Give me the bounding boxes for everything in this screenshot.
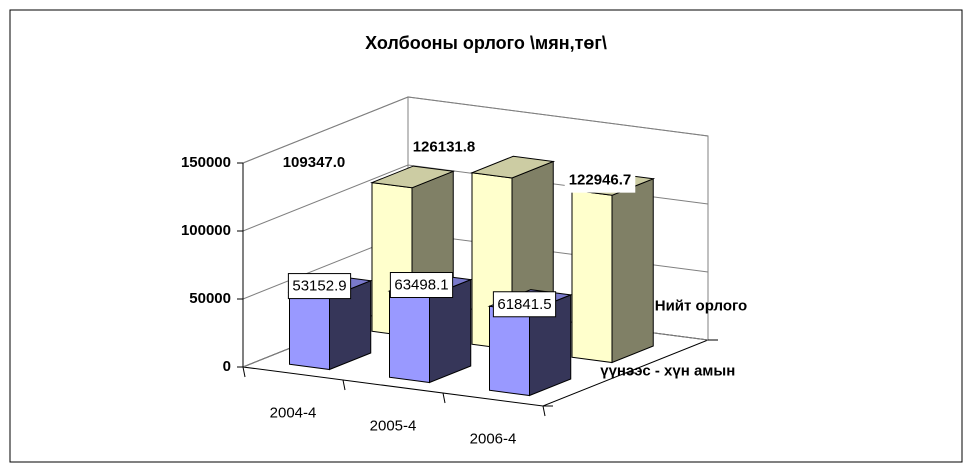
x-tick-label: 2005-4 [370, 417, 417, 434]
y-tick-label: 50000 [189, 290, 231, 307]
x-tick [442, 392, 446, 404]
bar-top [470, 155, 556, 179]
bar-front [489, 305, 530, 397]
data-label-box [492, 291, 557, 318]
data-label-box [564, 167, 636, 193]
data-label: 126131.8 [413, 138, 476, 155]
bar-front [389, 290, 430, 384]
x-tick [342, 379, 346, 391]
data-label-box [287, 273, 352, 300]
y-tick-label: 0 [223, 358, 231, 375]
y-tick-label: 150000 [181, 154, 231, 171]
x-tick-label: 2004-4 [270, 404, 317, 421]
legend-label: Нийт орлого [655, 297, 747, 314]
data-label: 122946.7 [569, 172, 632, 189]
bar-top [370, 165, 456, 189]
data-label: 63498.1 [394, 277, 448, 294]
data-label-box [278, 150, 350, 176]
grid-line [242, 96, 709, 164]
data-label: 61841.5 [497, 296, 551, 313]
bar-front [571, 189, 613, 364]
legend-label: үүнээс - хүн амын [600, 362, 735, 379]
chart-title: Холбооны орлого \мян,төг\ [365, 33, 607, 53]
x-tick [542, 405, 546, 417]
y-tick-label: 100000 [181, 222, 231, 239]
data-label: 109347.0 [283, 154, 346, 171]
x-tick [242, 366, 246, 378]
bar-side [611, 178, 654, 364]
x-tick-label: 2006-4 [470, 430, 517, 447]
data-label-box [389, 272, 454, 299]
bar-front [289, 291, 330, 371]
data-label-box [408, 134, 480, 160]
data-label: 53152.9 [292, 278, 346, 295]
